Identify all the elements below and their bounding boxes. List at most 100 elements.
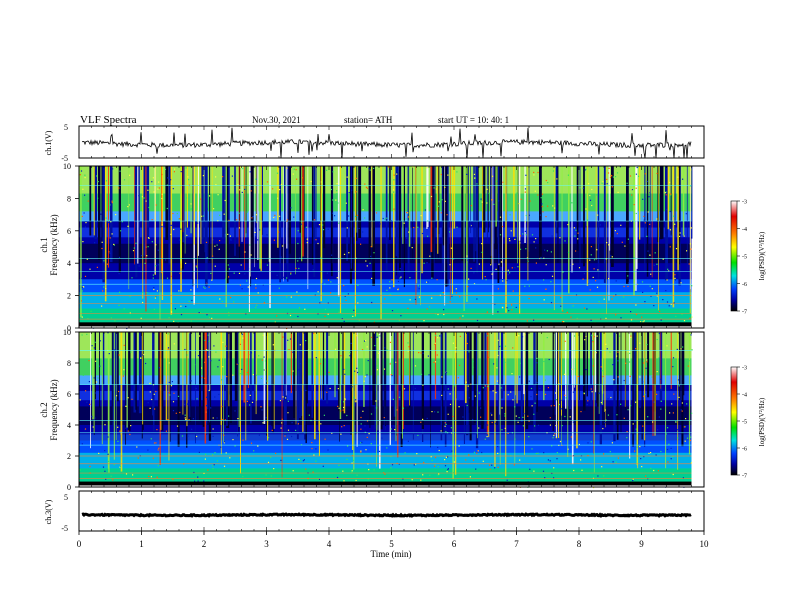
spec-speckle (313, 332, 315, 335)
spec-sferic-streak (101, 332, 103, 445)
spec-speckle (389, 341, 392, 343)
spec-quiet-streak (125, 332, 126, 446)
spec-speckle (332, 171, 334, 173)
spec-quiet-streak (234, 166, 236, 256)
spec-quiet-streak (128, 332, 131, 431)
spec-speckle (406, 212, 408, 214)
spec-speckle (680, 282, 682, 284)
spec-sferic-streak (180, 166, 182, 262)
spec-speckle (681, 313, 683, 315)
spec-quiet-streak (311, 332, 313, 418)
spec-speckle (517, 421, 519, 423)
spec-speckle (635, 187, 637, 189)
spec-sferic-streak (527, 166, 529, 281)
spec-speckle (360, 428, 362, 430)
spec-speckle (519, 376, 521, 378)
spec-speckle (241, 191, 243, 193)
spec-speckle (137, 457, 139, 459)
spec-speckle (338, 407, 340, 409)
spec-speckle (502, 181, 504, 183)
spec-speckle (540, 197, 542, 199)
spec-speckle (129, 433, 131, 436)
spec-sferic-streak (134, 166, 135, 265)
spec-speckle (575, 250, 577, 252)
spec-sferic-streak (228, 332, 230, 407)
spec-speckle (507, 269, 509, 271)
spec-speckle (679, 235, 681, 237)
spec-speckle (173, 320, 175, 322)
spec-speckle (118, 354, 120, 356)
spec-speckle (199, 312, 201, 314)
spec-speckle (332, 199, 334, 201)
spec-speckle (269, 363, 271, 366)
spec-speckle (511, 309, 513, 311)
spec-sferic-streak (660, 332, 662, 389)
spec-speckle (585, 208, 587, 210)
spec-speckle (128, 204, 130, 206)
spec-speckle (327, 313, 329, 315)
spec-speckle (214, 245, 216, 247)
spec-quiet-streak (675, 166, 676, 281)
spec-speckle (451, 295, 453, 297)
spec-speckle (150, 476, 152, 478)
spec-sferic-streak (120, 332, 123, 472)
spec-speckle (259, 229, 261, 231)
spec-sferic-streak (670, 332, 672, 389)
spec-speckle (501, 429, 503, 431)
spec-speckle (599, 224, 601, 226)
spec-speckle (402, 407, 404, 409)
spec-speckle (84, 177, 86, 179)
spec-speckle (547, 205, 549, 207)
spec-speckle (472, 418, 474, 421)
spec-speckle (677, 176, 679, 178)
spec-speckle (467, 286, 469, 288)
spec-speckle (320, 181, 322, 183)
spec-speckle (330, 188, 332, 191)
spec-quiet-streak (536, 332, 538, 412)
spec-speckle (567, 251, 570, 254)
spec-quiet-streak (691, 166, 693, 239)
spec-speckle (691, 412, 693, 414)
spec-speckle (118, 390, 120, 393)
spec-speckle (358, 227, 360, 230)
spec-speckle (286, 167, 288, 169)
spec-speckle (447, 174, 449, 176)
spec-speckle (617, 351, 619, 353)
spec-quiet-streak (137, 166, 140, 242)
spec-speckle (438, 201, 440, 203)
spec-speckle (123, 344, 125, 346)
spec-speckle (206, 314, 208, 316)
spec-speckle (657, 429, 659, 431)
spec-speckle (94, 341, 96, 343)
spec-speckle (607, 414, 609, 416)
spec-sferic-streak (190, 166, 192, 234)
spec-speckle (346, 176, 348, 178)
spec-speckle (223, 442, 225, 444)
spec-speckle (237, 418, 239, 420)
spec-speckle (354, 304, 356, 306)
spec-speckle (393, 179, 395, 181)
spec-speckle (620, 224, 622, 226)
spec-speckle (523, 413, 525, 415)
spec-speckle (140, 317, 142, 319)
spec-speckle (514, 406, 516, 408)
spec-speckle (630, 336, 632, 338)
spec-sferic-streak (273, 332, 275, 429)
spec-speckle (535, 247, 537, 249)
spec-quiet-streak (239, 166, 241, 259)
spec-speckle (620, 317, 622, 319)
spec-sferic-streak (244, 166, 245, 270)
spec-speckle (495, 268, 497, 270)
spec-speckle (152, 277, 154, 279)
spec-speckle (646, 180, 648, 183)
spec-quiet-streak (603, 166, 606, 283)
spec-speckle (154, 297, 156, 299)
spec-speckle (313, 454, 315, 456)
spec-speckle (626, 437, 628, 439)
spec-speckle (660, 450, 662, 453)
spec-ytick-label: 4 (67, 259, 71, 268)
spec-speckle (390, 455, 392, 458)
spec-speckle (514, 267, 516, 269)
